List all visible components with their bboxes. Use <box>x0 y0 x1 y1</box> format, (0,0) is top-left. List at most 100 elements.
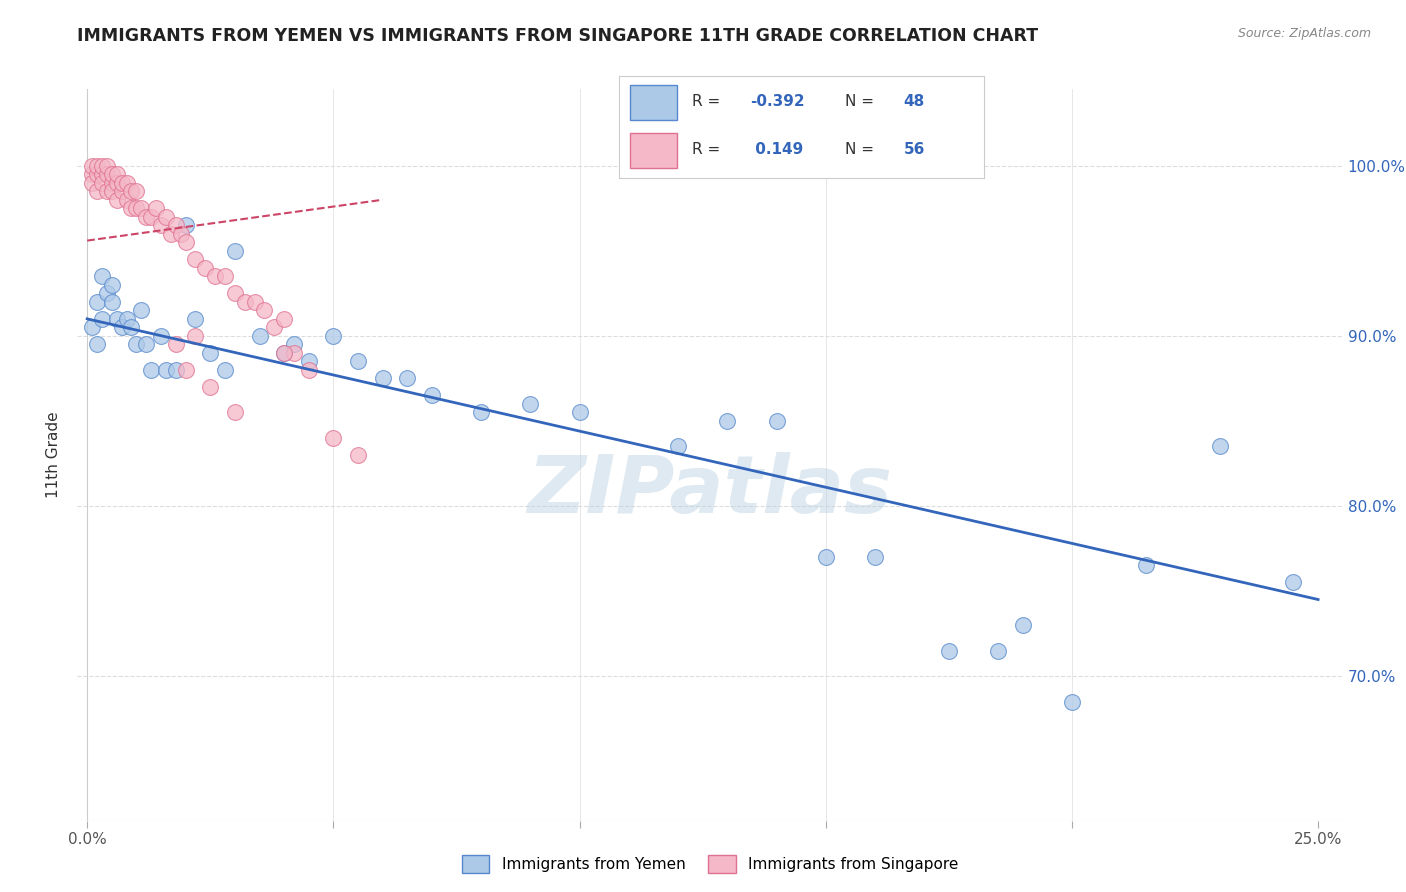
Point <box>283 346 305 360</box>
Point <box>160 227 183 241</box>
Point <box>243 294 266 309</box>
Point <box>105 311 128 326</box>
Text: N =: N = <box>845 142 875 157</box>
Point <box>96 159 118 173</box>
Point <box>155 210 177 224</box>
Point <box>716 414 738 428</box>
Text: IMMIGRANTS FROM YEMEN VS IMMIGRANTS FROM SINGAPORE 11TH GRADE CORRELATION CHART: IMMIGRANTS FROM YEMEN VS IMMIGRANTS FROM… <box>77 27 1039 45</box>
Point <box>115 311 138 326</box>
Point <box>111 184 134 198</box>
Point <box>568 405 591 419</box>
Point <box>125 201 148 215</box>
Point <box>115 193 138 207</box>
Point <box>1208 439 1230 453</box>
Y-axis label: 11th Grade: 11th Grade <box>46 411 62 499</box>
Point <box>91 269 114 284</box>
Point <box>322 431 344 445</box>
Point <box>194 260 217 275</box>
Point <box>125 184 148 198</box>
Point <box>814 549 837 564</box>
Point <box>200 380 222 394</box>
Text: 48: 48 <box>904 95 925 110</box>
Text: R =: R = <box>692 142 720 157</box>
Point <box>347 354 370 368</box>
FancyBboxPatch shape <box>630 85 678 120</box>
Point <box>249 329 271 343</box>
Point <box>131 303 153 318</box>
Text: -0.392: -0.392 <box>751 95 804 110</box>
Point <box>111 176 134 190</box>
Point <box>666 439 689 453</box>
Point <box>141 210 163 224</box>
Point <box>82 159 104 173</box>
Point <box>420 388 443 402</box>
Point <box>170 227 193 241</box>
Point <box>96 167 118 181</box>
Point <box>273 311 295 326</box>
Point <box>105 176 128 190</box>
Point <box>322 329 344 343</box>
Point <box>86 184 108 198</box>
Point <box>273 346 295 360</box>
Point <box>396 371 419 385</box>
Point <box>101 176 124 190</box>
Point <box>165 363 187 377</box>
Point <box>135 210 157 224</box>
Point <box>86 167 108 181</box>
Text: 56: 56 <box>904 142 925 157</box>
Point <box>470 405 492 419</box>
Point <box>214 269 236 284</box>
Point <box>101 184 124 198</box>
Point <box>224 405 246 419</box>
Point <box>141 363 163 377</box>
Point <box>233 294 256 309</box>
Point <box>111 320 134 334</box>
Point <box>1135 558 1157 573</box>
Point <box>82 167 104 181</box>
Point <box>86 294 108 309</box>
Point <box>987 643 1010 657</box>
Point <box>91 311 114 326</box>
Point <box>91 176 114 190</box>
Point <box>1060 695 1083 709</box>
Point <box>105 167 128 181</box>
Point <box>347 448 370 462</box>
Point <box>165 219 187 233</box>
Point <box>263 320 285 334</box>
Text: 0.149: 0.149 <box>751 142 803 157</box>
Point <box>82 320 104 334</box>
Point <box>145 201 167 215</box>
Point <box>283 337 305 351</box>
Point <box>96 184 118 198</box>
Point <box>184 329 207 343</box>
Point <box>253 303 276 318</box>
Point <box>165 337 187 351</box>
Point <box>204 269 226 284</box>
Point <box>184 311 207 326</box>
Point <box>86 159 108 173</box>
Point <box>938 643 960 657</box>
Point <box>765 414 787 428</box>
Point <box>91 167 114 181</box>
Point <box>135 337 157 351</box>
Point <box>519 397 541 411</box>
Legend: Immigrants from Yemen, Immigrants from Singapore: Immigrants from Yemen, Immigrants from S… <box>456 849 965 879</box>
Point <box>101 277 124 292</box>
Point <box>105 193 128 207</box>
FancyBboxPatch shape <box>630 133 678 168</box>
Text: N =: N = <box>845 95 875 110</box>
Point <box>115 176 138 190</box>
Point <box>298 354 321 368</box>
Point <box>125 337 148 351</box>
Point <box>101 167 124 181</box>
Point <box>101 294 124 309</box>
Text: Source: ZipAtlas.com: Source: ZipAtlas.com <box>1237 27 1371 40</box>
Point <box>96 286 118 301</box>
Text: ZIPatlas: ZIPatlas <box>527 452 893 531</box>
Point <box>184 252 207 267</box>
Point <box>174 235 197 250</box>
Point <box>82 176 104 190</box>
Point <box>121 201 143 215</box>
Point <box>121 320 143 334</box>
Point <box>273 346 295 360</box>
